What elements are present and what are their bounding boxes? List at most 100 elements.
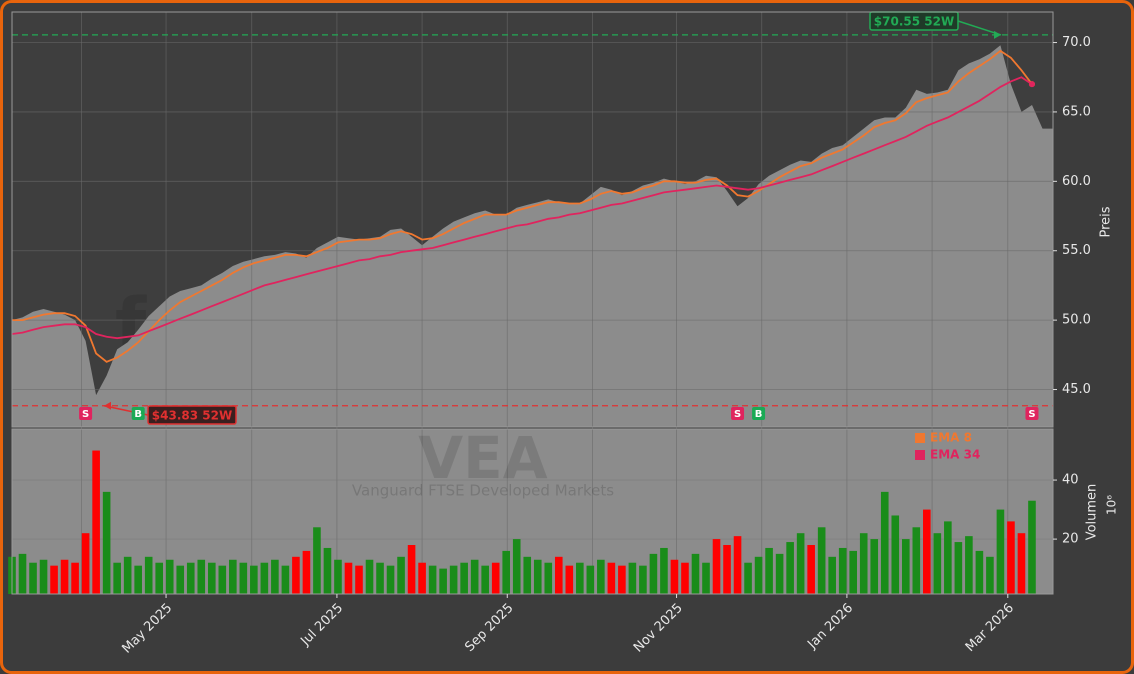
volume-bar xyxy=(670,559,679,594)
volume-bar xyxy=(323,547,332,594)
volume-bar xyxy=(186,562,195,594)
volume-bar xyxy=(576,562,584,594)
legend-label: EMA 34 xyxy=(930,448,980,462)
ema-line xyxy=(11,76,1033,340)
volume-bar xyxy=(418,562,426,594)
volume-bar xyxy=(828,556,836,594)
volume-bar xyxy=(239,562,248,594)
volume-bar xyxy=(933,533,942,594)
annotation-label: $43.83 52W xyxy=(152,409,232,423)
volume-bar xyxy=(901,539,910,594)
volume-bar xyxy=(113,562,121,594)
volume-bar xyxy=(712,539,721,594)
volume-bar xyxy=(102,491,111,594)
volume-bar xyxy=(365,559,374,594)
volume-bar xyxy=(512,539,521,594)
volume-bar xyxy=(260,562,269,594)
volume-bar xyxy=(376,562,384,594)
volume-bar xyxy=(681,562,689,594)
volume-bar xyxy=(628,562,637,594)
annotation-arrowhead xyxy=(104,401,111,410)
volume-bar xyxy=(481,565,489,594)
volume-bar xyxy=(155,562,164,594)
volume-bar xyxy=(250,565,258,594)
volume-bar xyxy=(859,533,868,594)
volume-bar xyxy=(229,559,237,594)
volume-bar xyxy=(838,547,847,594)
volume-bar xyxy=(39,559,48,594)
volume-panel xyxy=(12,429,1053,594)
volume-bar xyxy=(954,542,963,594)
volume-bar xyxy=(544,562,553,594)
volume-bar xyxy=(302,550,311,594)
volume-bar xyxy=(491,562,500,594)
y-tick-label: 50.0 xyxy=(1062,313,1091,328)
volume-bar xyxy=(807,545,815,594)
symbol-subtitle: Vanguard FTSE Developed Markets xyxy=(352,482,614,500)
volume-bar xyxy=(271,559,279,594)
volume-bar xyxy=(1007,521,1015,594)
volume-bar xyxy=(397,556,405,594)
volume-bar xyxy=(754,556,763,594)
close-area xyxy=(12,45,1053,428)
signal-label: S xyxy=(734,409,741,420)
volume-border xyxy=(11,428,1054,595)
annotation-arrow xyxy=(957,20,1002,36)
volume-bar xyxy=(996,509,1005,594)
ema-end-dot xyxy=(1028,81,1035,88)
volume-bar xyxy=(775,553,784,594)
volume-bar xyxy=(786,542,794,594)
y-axis-label: Preis xyxy=(1099,206,1114,237)
volume-bar xyxy=(449,565,458,594)
annotation-arrowhead xyxy=(994,30,1001,39)
volume-bar xyxy=(207,562,216,594)
volume-bar xyxy=(796,533,805,594)
volume-bar xyxy=(923,509,931,594)
signal-marker xyxy=(131,407,145,420)
volume-bar xyxy=(723,545,731,594)
signal-label: S xyxy=(1028,409,1035,420)
volume-bar xyxy=(849,550,858,594)
volume-bar xyxy=(439,568,447,594)
volume-bar xyxy=(554,556,563,594)
signal-label: B xyxy=(134,409,142,420)
y-tick-label: 55.0 xyxy=(1062,243,1091,258)
volume-bar xyxy=(29,562,37,594)
volume-bar xyxy=(334,559,342,594)
signal-marker xyxy=(752,407,766,420)
ema-line xyxy=(12,49,1033,363)
volume-bar xyxy=(533,559,542,594)
volume-bar xyxy=(618,565,626,594)
volume-bar xyxy=(1028,500,1036,594)
volume-bar xyxy=(870,539,879,594)
volume-bar xyxy=(965,536,973,594)
y-tick-label: 45.0 xyxy=(1062,382,1091,397)
y2-axis-label: Volumen xyxy=(1085,484,1100,541)
volume-bar xyxy=(733,536,742,594)
volume-bar xyxy=(891,515,900,594)
volume-bar xyxy=(607,562,616,594)
y2-unit: 10⁶ xyxy=(1105,495,1119,515)
volume-bar xyxy=(386,565,395,594)
volume-bar xyxy=(880,491,889,594)
volume-bar xyxy=(765,547,773,594)
volume-bar xyxy=(18,553,27,594)
signal-label: S xyxy=(82,409,89,420)
volume-bar xyxy=(281,565,290,594)
volume-bar xyxy=(92,450,100,594)
volume-bar xyxy=(50,565,58,594)
signal-marker xyxy=(79,407,93,420)
volume-bar xyxy=(134,565,142,594)
volume-bar xyxy=(313,527,321,594)
volume-bar xyxy=(986,556,994,594)
legend-swatch xyxy=(915,450,925,460)
y-tick-label: 65.0 xyxy=(1062,104,1091,119)
volume-bar xyxy=(702,562,710,594)
volume-bar xyxy=(691,553,700,594)
volume-bar xyxy=(60,559,69,594)
legend-swatch xyxy=(915,433,925,443)
volume-bar xyxy=(639,565,647,594)
y2-tick-label: 20 xyxy=(1062,532,1079,547)
volume-bar xyxy=(502,550,511,594)
price-border xyxy=(11,11,1054,428)
